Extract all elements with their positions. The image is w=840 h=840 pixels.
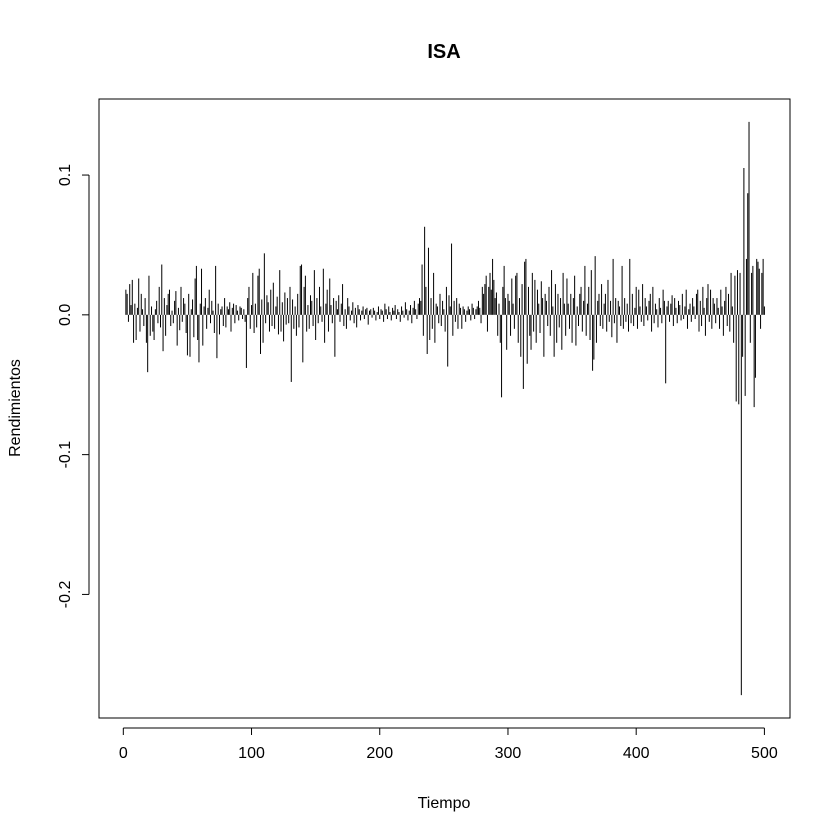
- y-tick-label: -0.1: [57, 441, 74, 469]
- y-tick-label: -0.2: [57, 581, 74, 609]
- y-tick-label: 0.1: [57, 164, 74, 186]
- plot-box: [98, 98, 791, 719]
- x-tick-label: 300: [495, 745, 522, 762]
- y-tick-label: 0.0: [57, 304, 74, 326]
- x-tick-label: 100: [238, 745, 265, 762]
- y-axis-label: Rendimientos: [7, 359, 24, 457]
- x-tick-label: 200: [366, 745, 393, 762]
- x-tick-label: 0: [119, 745, 128, 762]
- chart-title: ISA: [427, 41, 460, 63]
- x-tick-label: 500: [751, 745, 778, 762]
- x-axis-label: Tiempo: [418, 795, 471, 812]
- x-tick-label: 400: [623, 745, 650, 762]
